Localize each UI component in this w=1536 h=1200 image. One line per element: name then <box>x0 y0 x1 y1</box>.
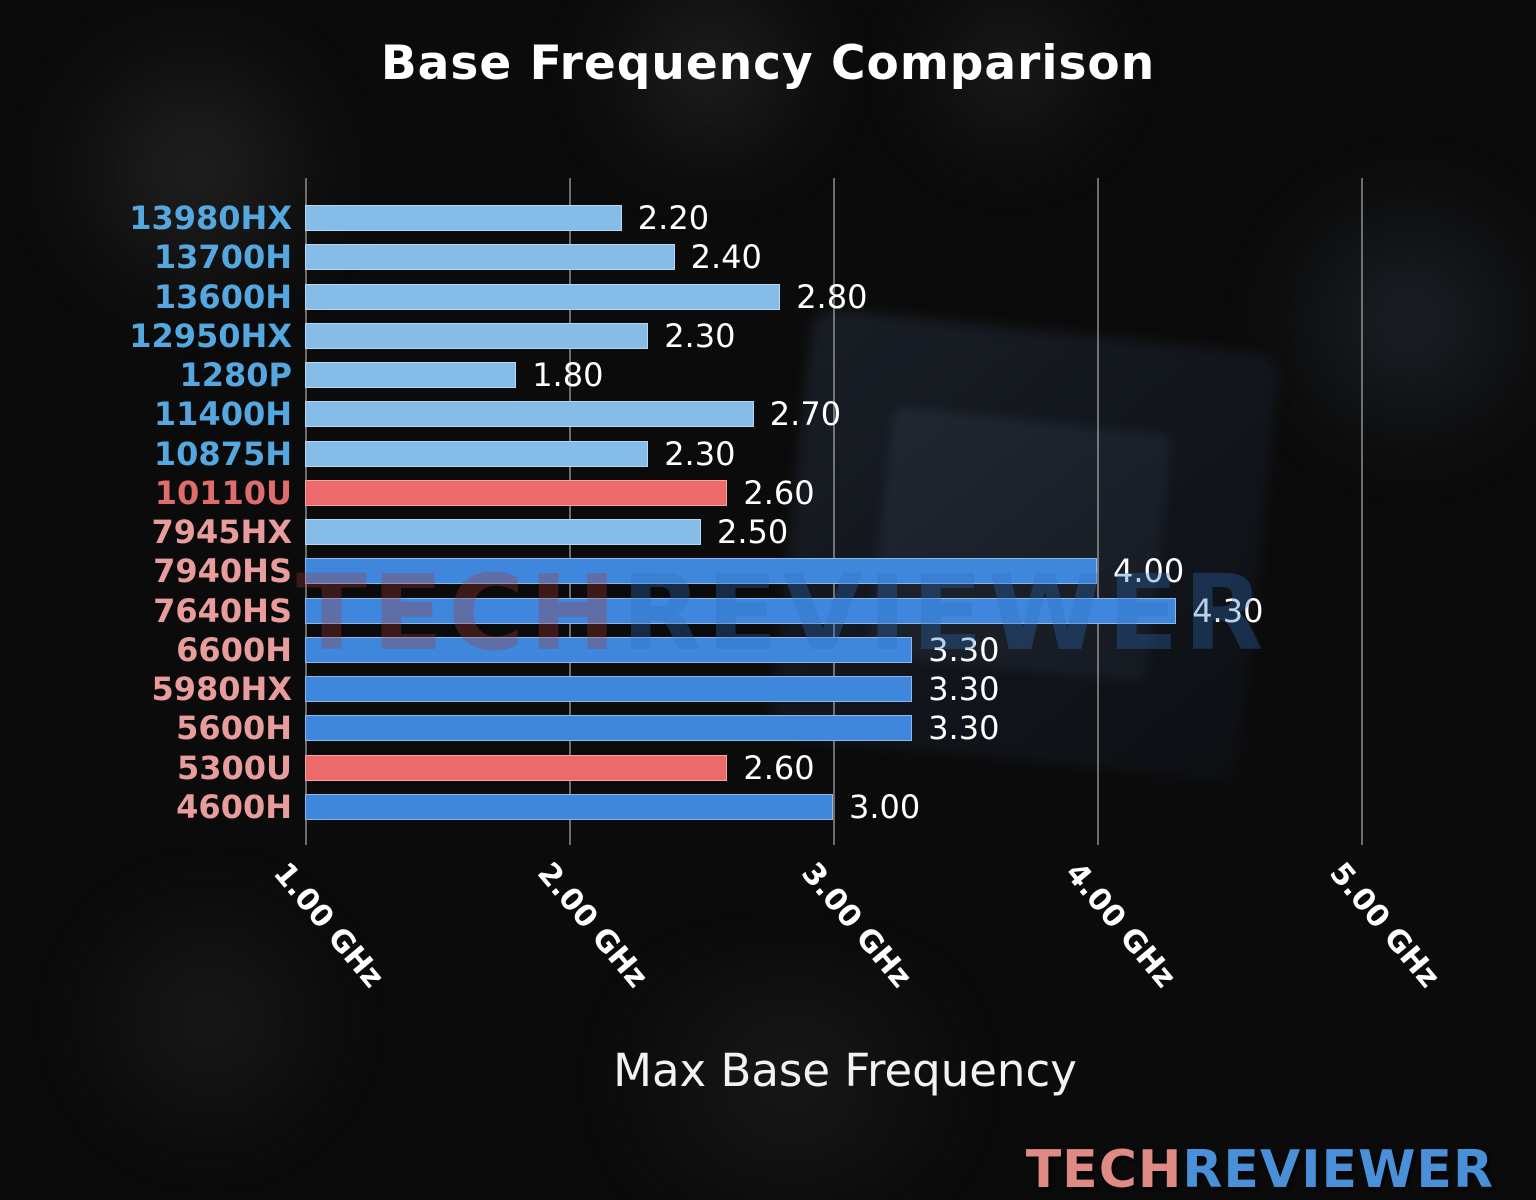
cpu-model-label: 13700H <box>153 238 292 277</box>
cpu-model-label: 12950HX <box>129 316 292 355</box>
background-blob <box>880 0 1140 170</box>
x-tick-label: 1.00 GHz <box>266 856 391 995</box>
logo-reviewer: REVIEWER <box>1182 1140 1494 1200</box>
logo-tech: TECH <box>1025 1140 1183 1200</box>
frequency-bar <box>305 519 701 545</box>
frequency-value: 2.50 <box>717 513 789 551</box>
frequency-value: 3.00 <box>849 787 921 826</box>
frequency-bar <box>305 676 913 702</box>
frequency-bar <box>305 479 728 506</box>
cpu-model-label: 10875H <box>153 434 292 473</box>
frequency-value: 2.20 <box>637 199 710 237</box>
x-tick-label: 5.00 GHz <box>1322 856 1447 995</box>
background-blob <box>60 880 360 1160</box>
frequency-value: 2.70 <box>769 395 842 434</box>
x-tick-label: 2.00 GHz <box>530 856 655 995</box>
cpu-model-label: 7940HS <box>153 552 292 591</box>
x-axis-label: Max Base Frequency <box>613 1044 1077 1097</box>
gridline <box>1097 178 1099 845</box>
frequency-bar <box>305 558 1097 585</box>
cpu-model-label: 6600H <box>176 630 292 669</box>
gridline <box>305 178 307 845</box>
frequency-bar <box>305 322 649 349</box>
frequency-value: 2.60 <box>743 473 815 512</box>
frequency-bar <box>305 244 675 271</box>
frequency-bar <box>305 401 754 428</box>
cpu-model-label: 7640HS <box>153 591 292 630</box>
frequency-bar <box>305 597 1177 624</box>
frequency-value: 2.30 <box>664 434 736 473</box>
cpu-model-label: 7945HX <box>151 513 292 551</box>
frequency-value: 1.80 <box>532 356 604 394</box>
cpu-model-label: 5980HX <box>151 670 292 708</box>
background-blob <box>560 0 860 180</box>
cpu-model-label: 13600H <box>153 277 292 316</box>
cpu-model-label: 5300U <box>176 748 292 787</box>
gridline <box>569 178 571 845</box>
frequency-value: 3.30 <box>928 709 1000 748</box>
cpu-model-label: 1280P <box>179 356 292 394</box>
frequency-value: 2.30 <box>664 316 736 355</box>
frequency-value: 2.80 <box>796 277 868 316</box>
background-blob <box>1260 160 1536 480</box>
background-blob <box>560 960 1020 1200</box>
gridline <box>833 178 835 845</box>
techreviewer-logo: TECHREVIEWER <box>1026 1140 1494 1200</box>
cpu-model-label: 10110U <box>154 473 292 512</box>
frequency-bar <box>305 636 913 663</box>
frequency-bar <box>305 362 517 388</box>
gridline <box>1361 178 1363 845</box>
frequency-value: 2.60 <box>743 748 815 787</box>
frequency-value: 3.30 <box>928 670 1000 708</box>
frequency-bar <box>305 283 781 310</box>
cpu-model-label: 13980HX <box>129 199 292 237</box>
cpu-model-label: 11400H <box>153 395 292 434</box>
frequency-bar <box>305 793 833 820</box>
frequency-value: 2.40 <box>690 238 762 277</box>
frequency-bar <box>305 205 622 231</box>
x-tick-label: 4.00 GHz <box>1058 856 1183 995</box>
frequency-bar <box>305 715 913 742</box>
x-tick-label: 3.00 GHz <box>794 856 919 995</box>
cpu-model-label: 4600H <box>176 787 292 826</box>
frequency-bar <box>305 440 649 467</box>
page-title: Base Frequency Comparison <box>380 36 1156 91</box>
frequency-value: 4.00 <box>1113 552 1185 591</box>
frequency-value: 3.30 <box>928 630 1000 669</box>
frequency-value: 4.30 <box>1192 591 1264 630</box>
cpu-model-label: 5600H <box>176 709 292 748</box>
frequency-bar <box>305 754 728 781</box>
